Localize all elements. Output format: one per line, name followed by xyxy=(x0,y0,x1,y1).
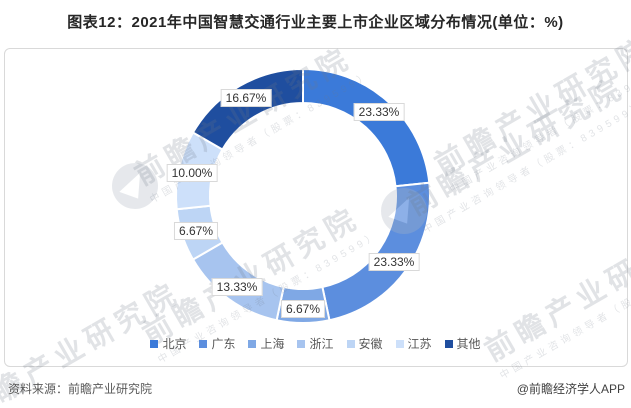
legend-swatch-icon xyxy=(444,339,453,348)
legend-item-4: 安徽 xyxy=(346,335,383,352)
legend-label: 江苏 xyxy=(407,337,432,351)
slice-label-3: 13.33% xyxy=(211,278,263,296)
legend-label: 上海 xyxy=(260,337,285,351)
donut-slice-1 xyxy=(321,181,431,322)
slice-label-1: 23.33% xyxy=(368,253,420,271)
credit-text: @前瞻经济学人APP xyxy=(516,382,625,396)
legend-label: 安徽 xyxy=(358,337,383,351)
legend-item-5: 江苏 xyxy=(395,335,432,352)
donut-slice-6 xyxy=(191,67,304,151)
legend-swatch-icon xyxy=(248,339,257,348)
donut-slice-0 xyxy=(302,67,431,188)
legend-label: 北京 xyxy=(162,337,187,351)
legend-item-3: 浙江 xyxy=(297,335,334,352)
legend-item-0: 北京 xyxy=(150,335,186,352)
legend-swatch-icon xyxy=(150,339,159,348)
chart-legend: 北京 广东 上海 浙江 安徽 江苏 其他 xyxy=(0,335,631,352)
slice-label-0: 23.33% xyxy=(353,103,405,121)
slice-label-6: 16.67% xyxy=(220,89,272,107)
legend-swatch-icon xyxy=(297,339,306,348)
slice-label-5: 10.00% xyxy=(166,164,218,182)
legend-item-6: 其他 xyxy=(444,335,481,352)
source-text: 资料来源：前瞻产业研究院 xyxy=(8,382,153,396)
legend-label: 广东 xyxy=(211,337,236,351)
slice-label-4: 6.67% xyxy=(173,222,219,240)
legend-label: 浙江 xyxy=(309,337,334,351)
legend-item-2: 上海 xyxy=(248,335,284,352)
legend-swatch-icon xyxy=(199,339,208,348)
legend-label: 其他 xyxy=(456,337,481,351)
legend-swatch-icon xyxy=(346,339,355,348)
legend-swatch-icon xyxy=(395,339,404,348)
slice-label-2: 6.67% xyxy=(280,300,326,318)
chart-title: 图表12：2021年中国智慧交通行业主要上市企业区域分布情况(单位：%) xyxy=(67,14,564,31)
legend-item-1: 广东 xyxy=(199,335,235,352)
